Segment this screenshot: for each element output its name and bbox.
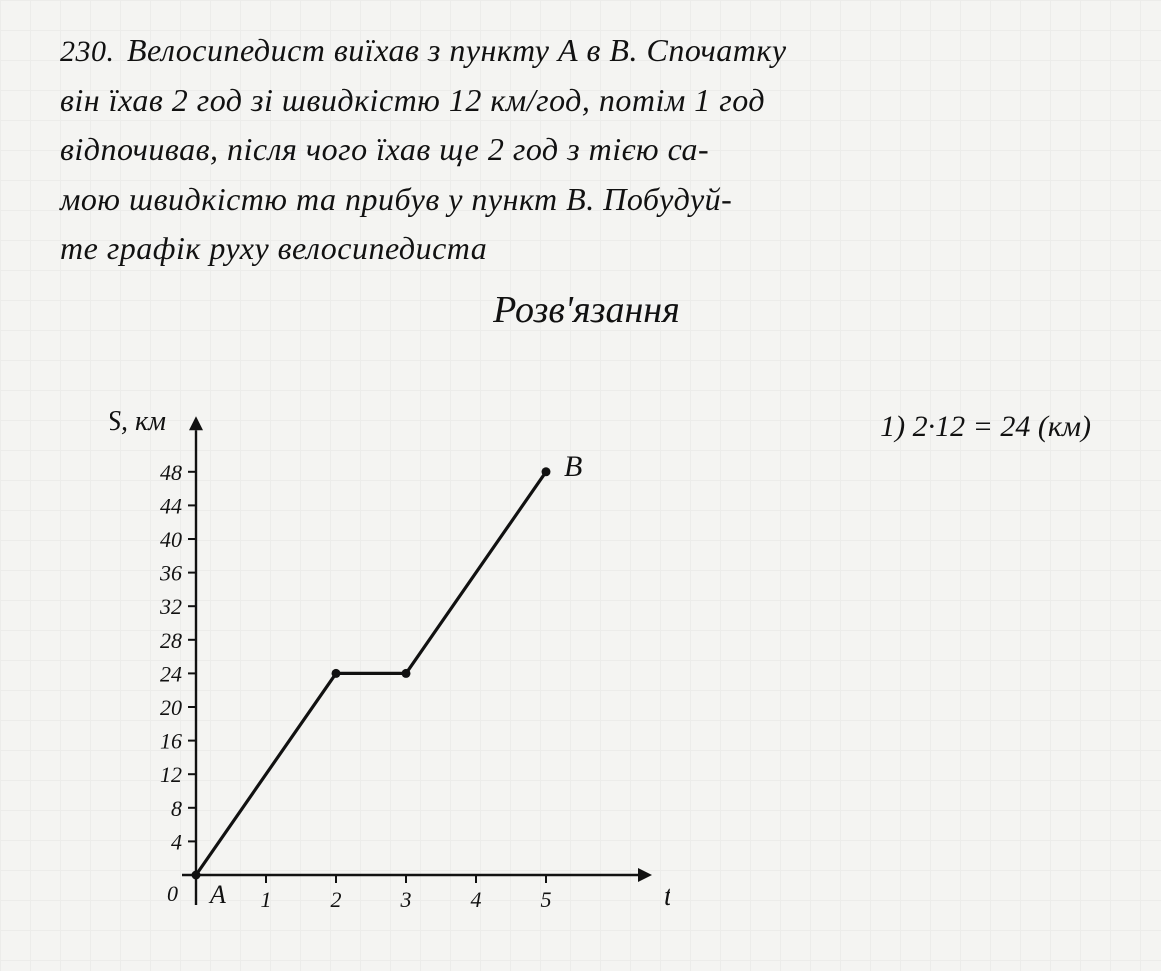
svg-text:4: 4 [471, 887, 482, 912]
svg-text:S, км: S, км [110, 406, 166, 437]
problem-number: 230. [60, 29, 115, 76]
svg-text:36: 36 [159, 561, 182, 586]
svg-text:28: 28 [160, 628, 182, 653]
problem-line-2: він їхав 2 год зі швидкістю 12 км/год, п… [60, 82, 765, 118]
svg-text:А: А [208, 880, 226, 909]
problem-block: 230. Велосипедист виїхав з пункту А в В.… [60, 26, 1090, 274]
svg-text:2: 2 [331, 887, 342, 912]
problem-line-1: Велосипедист виїхав з пункту А в В. Споч… [127, 32, 787, 68]
chart-svg: 4812162024283236404448123450S, кмt, годА… [110, 405, 670, 965]
svg-text:1: 1 [261, 887, 272, 912]
svg-text:32: 32 [159, 594, 182, 619]
svg-text:44: 44 [160, 493, 182, 518]
svg-text:40: 40 [160, 527, 182, 552]
svg-text:t, год: t, год [664, 881, 670, 912]
motion-chart: 4812162024283236404448123450S, кмt, годА… [110, 405, 670, 965]
svg-text:3: 3 [400, 887, 412, 912]
svg-text:5: 5 [541, 887, 552, 912]
svg-text:0: 0 [167, 881, 178, 906]
svg-text:16: 16 [160, 729, 182, 754]
solution-title: Розв'язання [60, 288, 1113, 332]
svg-text:12: 12 [160, 762, 182, 787]
svg-text:В: В [564, 450, 582, 483]
svg-text:8: 8 [171, 796, 182, 821]
problem-line-4: мою швидкістю та прибув у пункт В. Побуд… [60, 181, 732, 217]
calculation-step: 1) 2·12 = 24 (км) [880, 410, 1091, 444]
svg-text:20: 20 [160, 695, 182, 720]
svg-text:4: 4 [171, 829, 182, 854]
problem-line-5: те графік руху велосипедиста [60, 230, 487, 266]
worksheet: 230. Велосипедист виїхав з пункту А в В.… [0, 0, 1161, 971]
problem-line-3: відпочивав, після чого їхав ще 2 год з т… [60, 131, 709, 167]
svg-text:48: 48 [160, 460, 182, 485]
svg-text:24: 24 [160, 661, 182, 686]
